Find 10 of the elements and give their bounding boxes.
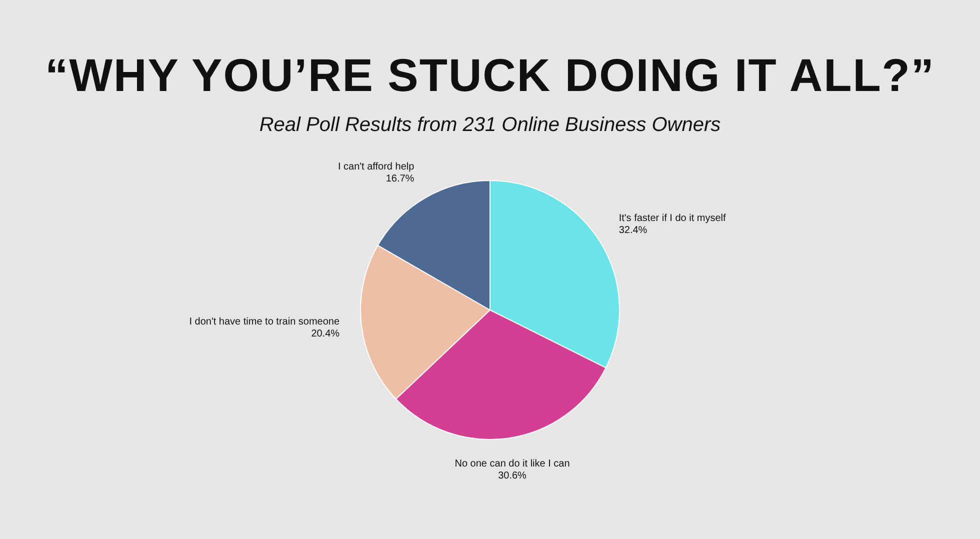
data-label: 20.4% bbox=[311, 328, 340, 340]
slice-label: No one can do it like I can bbox=[454, 458, 570, 470]
slice-label: It's faster if I do it myself bbox=[618, 213, 726, 224]
data-label: 30.6% bbox=[498, 470, 527, 482]
chart-subtitle: Real Poll Results from 231 Online Business Owners bbox=[258, 114, 722, 137]
slice-label: I don't have time to train someone bbox=[189, 316, 340, 328]
chart-title: “WHY YOU’RE STUCK DOING IT ALL?” bbox=[44, 48, 936, 102]
data-label: 32.4% bbox=[618, 225, 648, 236]
data-label: 16.7% bbox=[386, 174, 414, 185]
slice-label: I can't afford help bbox=[338, 162, 415, 173]
